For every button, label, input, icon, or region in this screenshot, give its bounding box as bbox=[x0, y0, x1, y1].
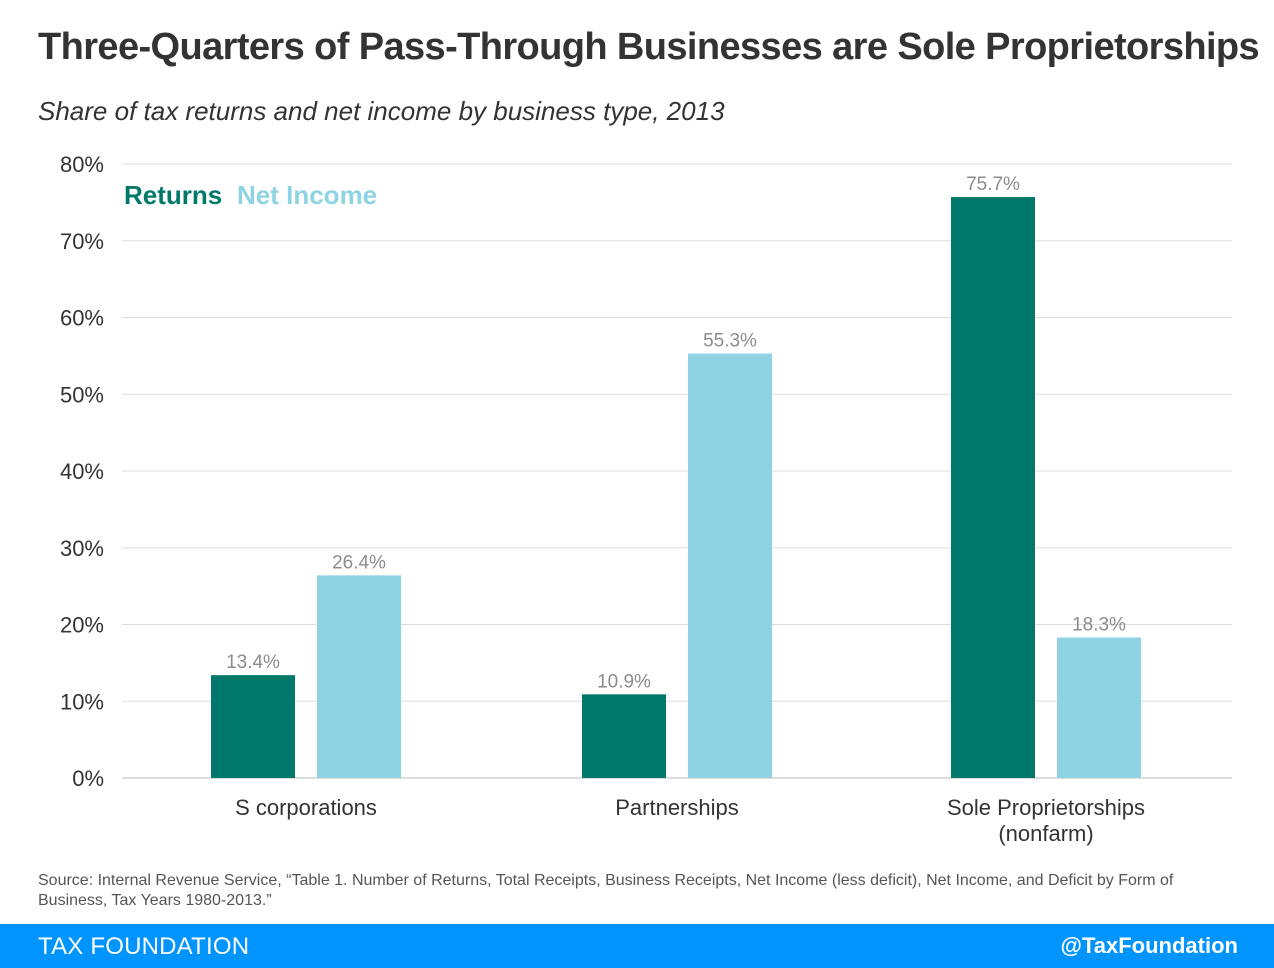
bar bbox=[317, 575, 401, 778]
x-tick-label: (nonfarm) bbox=[998, 821, 1093, 846]
y-tick-label: 10% bbox=[60, 689, 104, 714]
bar bbox=[951, 197, 1035, 778]
source-note: Source: Internal Revenue Service, “Table… bbox=[38, 872, 1174, 909]
data-label: 55.3% bbox=[703, 331, 757, 352]
footer-handle[interactable]: @TaxFoundation bbox=[1060, 933, 1238, 958]
legend-entry: Returns bbox=[124, 180, 222, 210]
bar bbox=[211, 675, 295, 778]
data-label: 26.4% bbox=[332, 552, 386, 573]
y-tick-label: 30% bbox=[60, 536, 104, 561]
data-label: 13.4% bbox=[226, 652, 280, 673]
chart-subtitle: Share of tax returns and net income by b… bbox=[38, 96, 725, 126]
footer-bar: TAX FOUNDATION @TaxFoundation bbox=[0, 924, 1274, 968]
y-tick-label: 70% bbox=[60, 229, 104, 254]
y-tick-label: 40% bbox=[60, 459, 104, 484]
x-tick-label: S corporations bbox=[235, 795, 377, 820]
chart-title: Three-Quarters of Pass-Through Businesse… bbox=[38, 26, 1260, 68]
x-tick-label: Partnerships bbox=[615, 795, 739, 820]
bar bbox=[582, 694, 666, 778]
y-tick-label: 0% bbox=[72, 766, 104, 791]
data-label: 10.9% bbox=[597, 671, 651, 692]
y-tick-label: 50% bbox=[60, 382, 104, 407]
bar bbox=[688, 353, 772, 778]
bar bbox=[1057, 637, 1141, 778]
y-tick-label: 80% bbox=[60, 152, 104, 177]
x-tick-label: Sole Proprietorships bbox=[947, 795, 1145, 820]
bar-chart: 0% 10% 20% 30% 40% 50% 60% 70% 80% Returns Net Inc… bbox=[60, 152, 1232, 846]
legend-entry: Net Income bbox=[237, 180, 377, 210]
y-tick-label: 60% bbox=[60, 306, 104, 331]
data-label: 75.7% bbox=[966, 174, 1020, 195]
y-tick-label: 20% bbox=[60, 613, 104, 638]
data-label: 18.3% bbox=[1072, 615, 1126, 636]
footer-brand: TAX FOUNDATION bbox=[38, 933, 250, 960]
